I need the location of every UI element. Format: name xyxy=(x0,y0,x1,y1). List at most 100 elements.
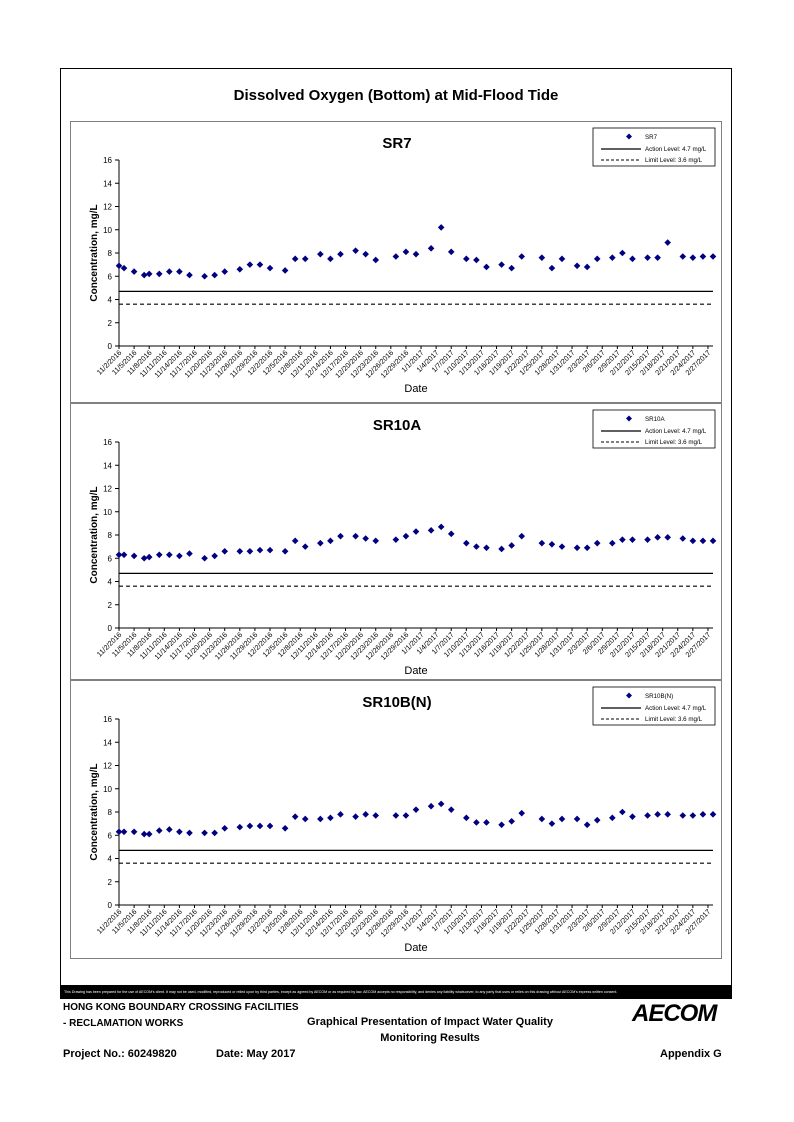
data-point xyxy=(573,262,581,270)
y-tick-label: 16 xyxy=(103,156,112,165)
data-point xyxy=(679,253,687,260)
data-point xyxy=(629,536,636,543)
data-point xyxy=(266,546,274,554)
document-title-line1: Graphical Presentation of Impact Water Q… xyxy=(307,1016,553,1028)
y-tick-label: 16 xyxy=(103,715,112,724)
data-point xyxy=(402,812,410,819)
data-point xyxy=(281,267,289,274)
data-point xyxy=(483,263,490,271)
data-point xyxy=(301,255,309,263)
data-point xyxy=(558,255,566,263)
data-point xyxy=(508,264,515,272)
chart-title: SR10B(N) xyxy=(362,694,431,711)
data-point xyxy=(130,552,138,560)
data-point xyxy=(266,822,274,830)
y-tick-label: 6 xyxy=(108,831,113,840)
legend-action-label: Action Level: 4.7 mg/L xyxy=(645,428,707,435)
data-point xyxy=(699,537,707,545)
data-point xyxy=(679,535,687,542)
data-point xyxy=(301,543,309,550)
chart-title: SR7 xyxy=(382,135,411,152)
legend-action-label: Action Level: 4.7 mg/L xyxy=(645,705,707,712)
legend-series-label: SR10A xyxy=(645,416,665,423)
data-point xyxy=(412,528,420,535)
data-point xyxy=(689,254,697,261)
data-point xyxy=(291,537,299,545)
data-point xyxy=(699,811,707,818)
data-point xyxy=(291,255,299,263)
chart-title: SR10A xyxy=(373,417,422,434)
data-point xyxy=(573,544,581,552)
data-point xyxy=(352,247,359,254)
aecom-logo: AECOM xyxy=(632,1000,717,1027)
data-point xyxy=(654,254,661,261)
chart-sr10b: SR10B(N) 0 2 4 6 8 10 12 14 16 Concentration, mg/L… xyxy=(89,686,717,954)
y-tick-label: 2 xyxy=(108,878,113,887)
data-point xyxy=(583,821,591,829)
data-point xyxy=(508,818,515,825)
data-point xyxy=(327,814,334,822)
project-number: Project No.: 60249820 xyxy=(63,1048,177,1060)
y-tick-label: 8 xyxy=(108,249,113,258)
y-tick-label: 16 xyxy=(103,438,112,447)
data-point xyxy=(402,248,410,256)
data-point xyxy=(538,539,546,547)
data-point xyxy=(186,271,193,279)
page-title: Dissolved Oxygen (Bottom) at Mid-Flood T… xyxy=(233,87,559,104)
data-point xyxy=(679,812,687,819)
data-point xyxy=(266,264,274,272)
data-point xyxy=(176,268,183,275)
data-point xyxy=(246,547,254,555)
chart-panel-sr7: SR7 0 2 4 6 8 10 12 14 16 Concentration, mg/L 11/2/… xyxy=(70,121,722,403)
data-point xyxy=(463,539,470,547)
legend-limit-label: Limit Level: 3.6 mg/L xyxy=(645,716,703,723)
data-point xyxy=(558,815,566,823)
data-point xyxy=(689,812,697,819)
legend-marker-icon xyxy=(626,415,632,422)
data-point xyxy=(593,255,601,263)
y-tick-label: 8 xyxy=(108,531,113,540)
data-point xyxy=(130,828,138,836)
data-point xyxy=(145,553,153,561)
drawing-frame: Dissolved Oxygen (Bottom) at Mid-Flood T… xyxy=(60,68,732,999)
y-tick-label: 0 xyxy=(108,342,113,351)
data-point xyxy=(593,816,601,824)
data-point xyxy=(236,823,244,831)
data-point xyxy=(392,536,400,543)
data-point xyxy=(447,530,455,538)
y-axis-label: Concentration, mg/L xyxy=(89,763,100,860)
y-tick-label: 10 xyxy=(103,785,112,794)
data-point xyxy=(402,532,410,540)
y-tick-label: 10 xyxy=(103,508,112,517)
y-tick-label: 12 xyxy=(103,485,112,494)
data-point xyxy=(120,264,128,272)
data-point xyxy=(281,824,289,832)
data-point xyxy=(301,815,309,823)
data-point xyxy=(609,814,616,822)
data-point xyxy=(201,554,208,562)
appendix-label: Appendix G xyxy=(660,1048,722,1060)
data-point xyxy=(583,544,591,552)
y-tick-label: 6 xyxy=(108,272,113,281)
data-point xyxy=(709,537,717,545)
data-point xyxy=(362,811,369,818)
data-point xyxy=(352,813,359,820)
y-tick-label: 0 xyxy=(108,901,113,910)
x-axis-label: Date xyxy=(404,665,427,677)
data-point xyxy=(629,813,636,820)
data-point xyxy=(246,261,254,268)
data-point xyxy=(498,545,505,553)
data-point xyxy=(115,551,123,559)
data-point xyxy=(337,811,344,818)
legend-limit-label: Limit Level: 3.6 mg/L xyxy=(645,157,703,164)
data-point xyxy=(548,541,556,548)
data-point xyxy=(392,253,400,260)
data-point xyxy=(437,800,445,808)
data-point xyxy=(221,268,229,275)
data-point xyxy=(145,270,153,278)
project-name-line2: - RECLAMATION WORKS xyxy=(63,1018,184,1029)
data-point xyxy=(498,821,505,829)
data-point xyxy=(155,827,163,834)
data-point xyxy=(291,813,299,820)
y-tick-label: 10 xyxy=(103,226,112,235)
